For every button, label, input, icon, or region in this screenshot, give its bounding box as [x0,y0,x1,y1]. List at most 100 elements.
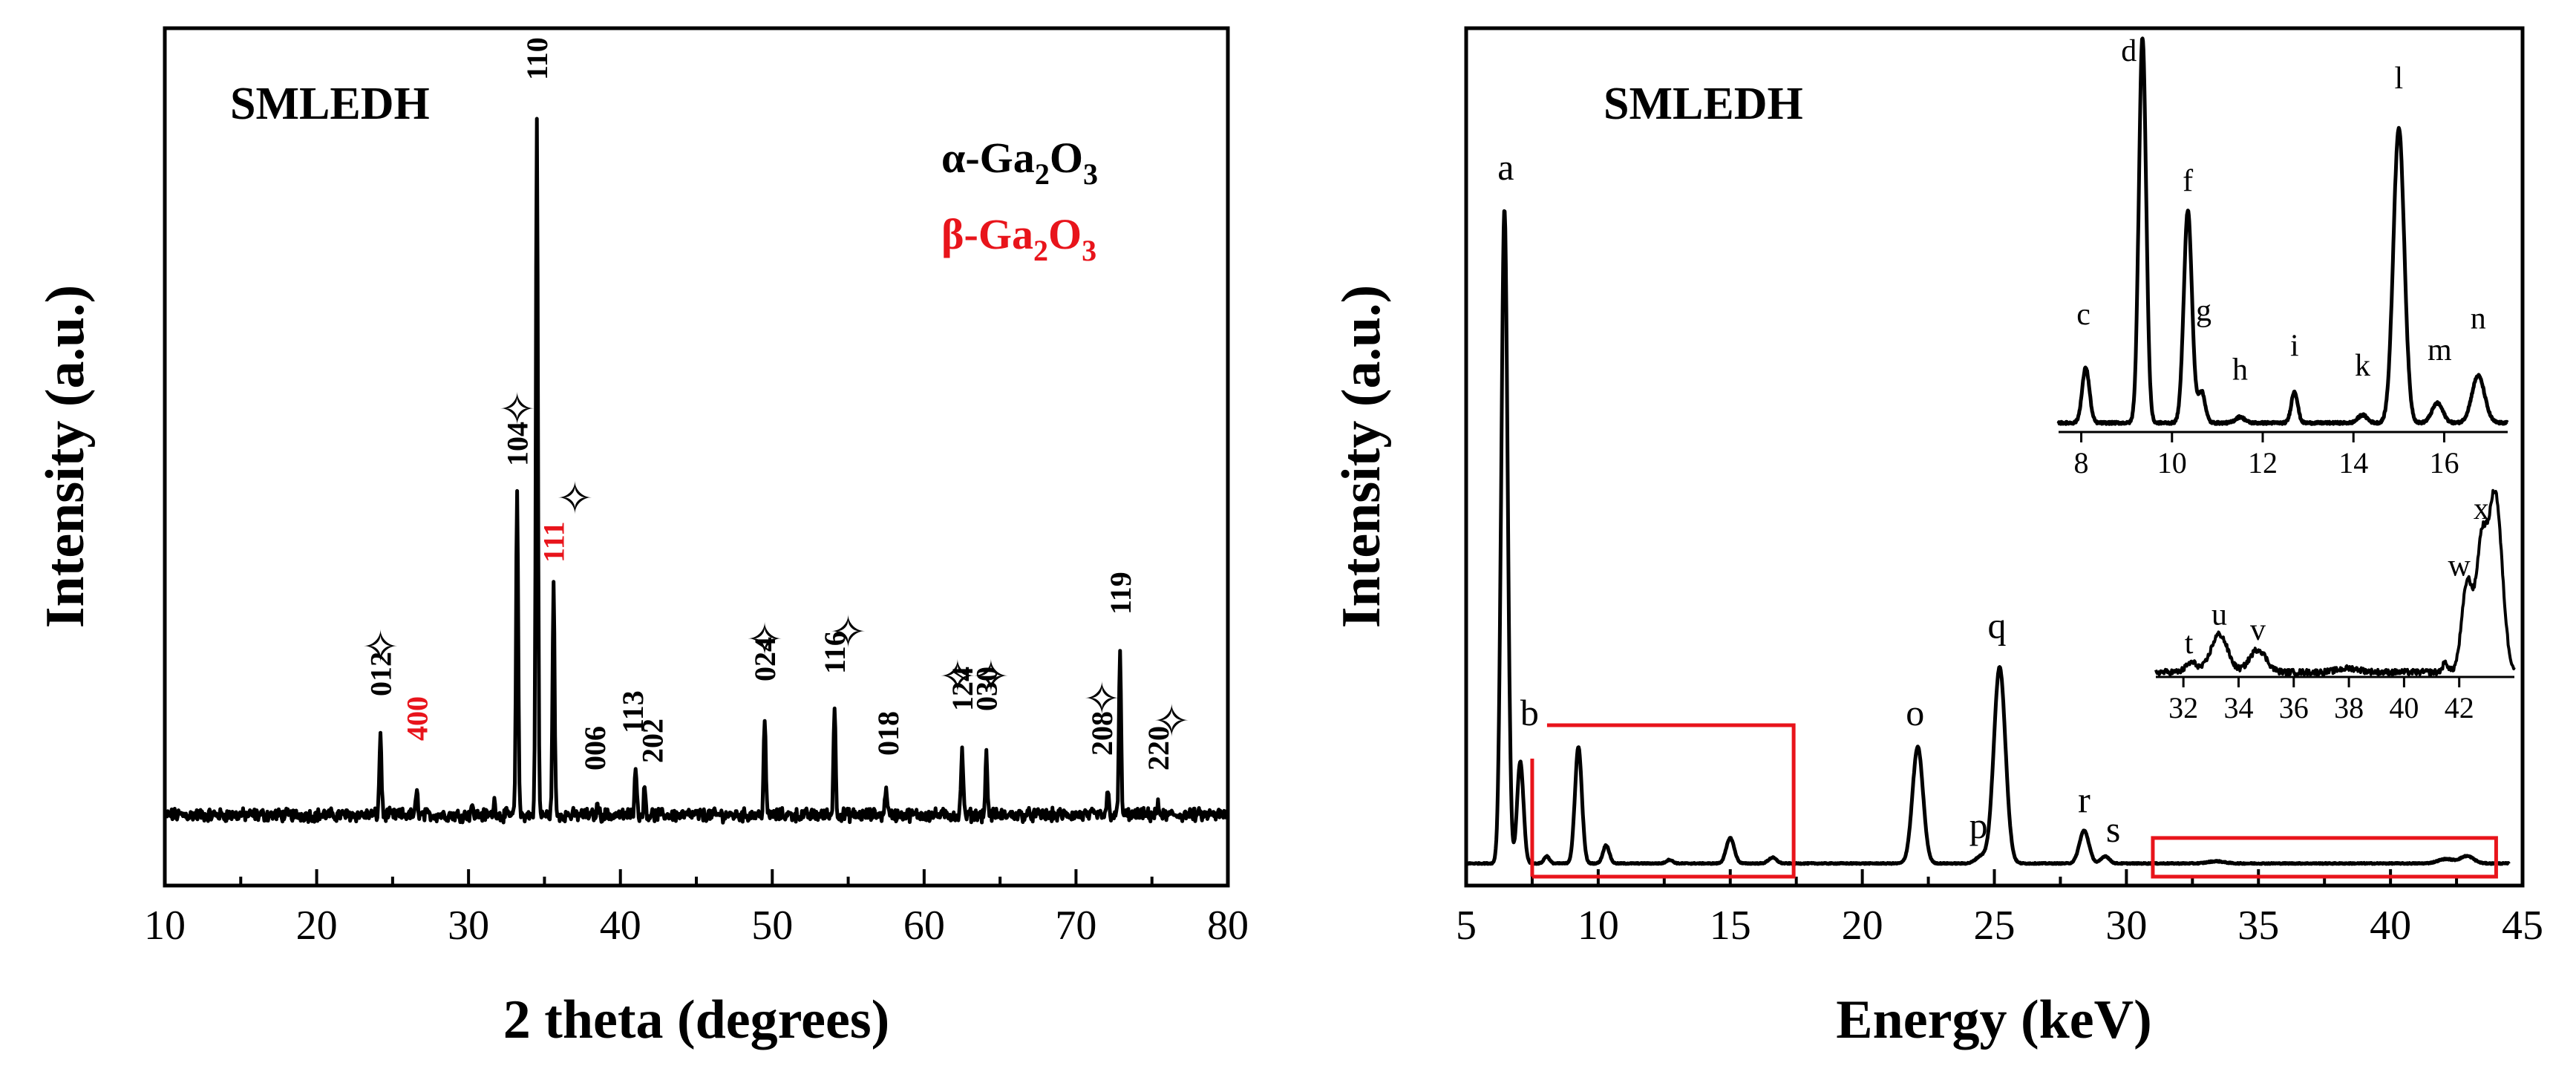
right-x-ticks: 5 10 15 20 25 30 35 40 45 [1456,869,2543,949]
peak-label: b [1520,692,1539,733]
peak-label: 119 [1104,572,1137,615]
right-eds-chart: 5 10 15 20 25 30 35 40 45 a b o p q rs 8 10 12 14 16 c d f g… [1331,26,2543,1050]
inset-x-tick-label: 36 [2279,691,2309,724]
right-x-tick-label: 10 [1578,903,1619,949]
inset-x-tick-label: 10 [2157,446,2187,480]
peak-label: i [2290,330,2299,364]
peak-label: 116 [818,631,851,674]
star-marker-icon: ✧ [1153,697,1190,746]
inset-low-energy: 8 10 12 14 16 c d f gh i k l mn [2056,34,2509,480]
peak-label: s [2106,808,2120,850]
peak-label: p [1969,805,1988,846]
inset-high-energy-labels: tu v wx [2185,492,2489,661]
star-marker-icon: ✧ [362,623,399,672]
peak-label: 012 [365,652,398,696]
star-marker-icon: ✧ [746,615,783,664]
inset-x-tick-label: 34 [2223,691,2253,724]
left-x-tick-label: 60 [903,903,945,949]
left-x-tick-label: 40 [600,903,641,949]
peak-label: l [2394,62,2403,96]
inset-low-energy-labels: c d f gh i k l mn [2076,34,2485,387]
right-sample-title: SMLEDH [1604,79,1803,129]
eds-spectrum-line [1465,209,2511,866]
right-x-tick-label: 25 [1974,903,2016,949]
star-marker-icon: ✧ [1083,675,1120,724]
inset-x-tick-label: 14 [2338,446,2368,480]
zoom-box [2151,836,2498,879]
legend: α-Ga2O3 β-Ga2O3 [941,134,1098,267]
peak-label: n [2471,302,2486,336]
peak-label: 220 [1142,726,1175,770]
left-x-tick-label: 80 [1207,903,1249,949]
peak-label: d [2121,34,2137,68]
inset-high-energy: 32 34 36 38 40 42 tu v wx [2154,488,2516,724]
inset-x-tick-label: 8 [2074,446,2089,480]
inset-high-energy-axis: 32 34 36 38 40 42 [2156,675,2514,724]
peak-label: k [2355,349,2370,383]
peak-label: u [2211,598,2227,632]
left-xrd-chart: 10 20 30 40 50 60 70 80 01240010411011100611320… [35,26,1249,1050]
left-x-tick-label: 20 [296,903,338,949]
legend-beta-ga2o3: β-Ga2O3 [941,210,1096,267]
right-x-tick-label: 20 [1842,903,1883,949]
peak-label: x [2474,492,2489,526]
peak-label: c [2076,298,2090,332]
left-x-tick-label: 10 [144,903,186,949]
right-x-tick-label: 35 [2237,903,2279,949]
right-peak-labels: a b o p q rs [1497,146,2120,850]
peak-label: 104 [501,422,535,466]
left-x-axis-label: 2 theta (degrees) [503,989,890,1050]
zoom-boxes [1530,723,2498,879]
peak-label: r [2078,779,2090,821]
star-marker-icon: ✧ [829,608,866,657]
star-marker-icon: ✧ [939,652,976,701]
left-sample-title: SMLEDH [230,79,430,129]
peak-label: v [2250,613,2266,647]
right-x-axis-label: Energy (keV) [1836,989,2151,1050]
peak-label: h [2232,353,2248,387]
peak-label: 113 [616,690,650,733]
peak-label: 124 [946,667,979,711]
peak-label: 024 [748,637,782,681]
peak-label: m [2428,333,2452,367]
peak-label: o [1906,692,1924,733]
left-star-markers: ✧✧✧✧ ✧✧✧ ✧ ✧ [362,385,1190,746]
inset-low-energy-axis: 8 10 12 14 16 [2059,431,2508,480]
inset-high-energy-line [2154,488,2516,677]
star-marker-icon: ✧ [972,652,1010,701]
inset-x-tick-label: 38 [2334,691,2364,724]
zoom-box [1530,723,1796,879]
peak-label: 018 [872,711,905,756]
right-x-tick-label: 30 [2105,903,2147,949]
peak-label: 111 [537,521,571,563]
peak-label: 030 [970,667,1004,711]
peak-label: f [2183,164,2193,198]
star-marker-icon: ✧ [498,385,535,434]
right-x-tick-label: 5 [1456,903,1477,949]
peak-label: q [1988,604,2007,646]
legend-alpha-ga2o3: α-Ga2O3 [941,134,1098,191]
peak-label: 006 [578,726,612,770]
peak-label: w [2448,549,2471,583]
left-x-tick-label: 30 [448,903,489,949]
xrd-pattern-line [163,117,1230,825]
peak-label: 400 [401,696,434,741]
left-x-tick-label: 50 [751,903,793,949]
left-y-axis-label: Intensity (a.u.) [35,285,96,629]
inset-low-energy-line [2056,36,2509,426]
inset-x-tick-label: 16 [2429,446,2459,480]
peak-label: t [2185,626,2194,661]
right-x-tick-label: 40 [2370,903,2411,949]
right-y-axis-label: Intensity (a.u.) [1331,285,1392,629]
peak-label: a [1497,146,1514,188]
peak-label: 202 [636,719,670,763]
peak-label: g [2196,294,2211,328]
right-x-tick-label: 15 [1710,903,1751,949]
right-x-tick-label: 45 [2502,903,2543,949]
inset-x-tick-label: 32 [2168,691,2198,724]
left-x-ticks: 10 20 30 40 50 60 70 80 [144,869,1249,949]
peak-label: 208 [1085,711,1119,756]
inset-x-tick-label: 42 [2445,691,2474,724]
